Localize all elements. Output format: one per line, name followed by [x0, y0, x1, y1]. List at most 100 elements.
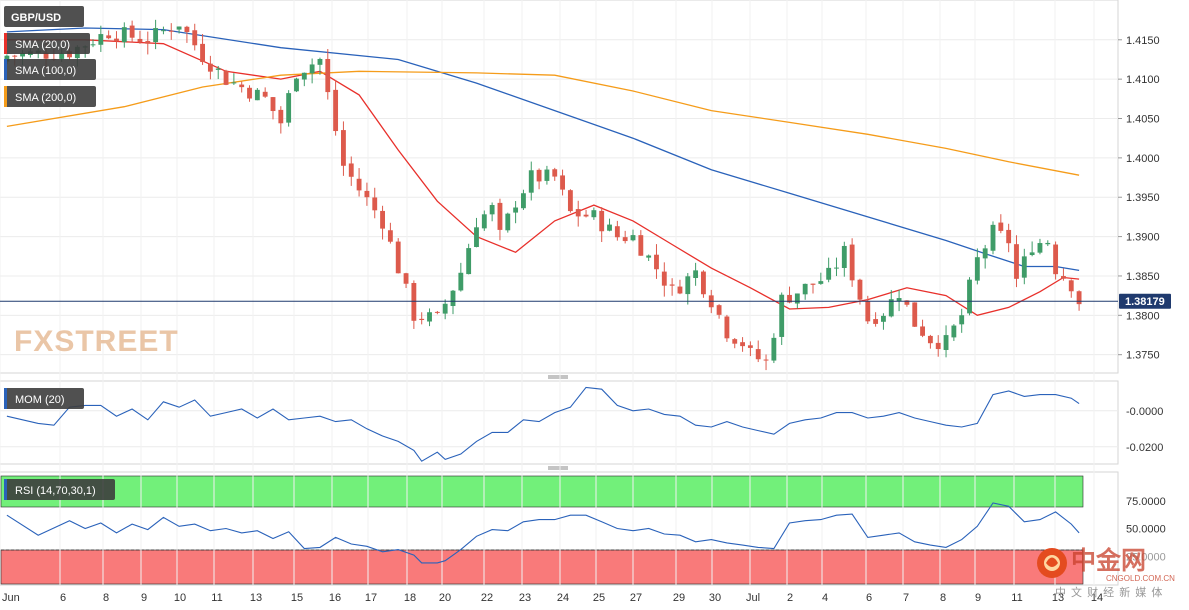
candle [207, 55, 213, 80]
rsi-tick-label: 50.0000 [1126, 524, 1166, 536]
candle [356, 168, 362, 197]
candle [176, 26, 182, 34]
candle [732, 337, 738, 349]
candle [998, 214, 1004, 234]
time-tick-label: 22 [481, 592, 493, 604]
sma200-label[interactable]: SMA (200,0) [4, 86, 96, 107]
candle [129, 20, 135, 43]
time-tick-label: 27 [630, 592, 642, 604]
candle [849, 238, 855, 287]
candle [411, 280, 417, 329]
cngold-logo: 中金网 CNGOLD.COM.CN 中 文 财 经 新 媒 体 [1037, 546, 1175, 599]
price-tick-label: 1.3950 [1126, 192, 1160, 204]
candle [497, 198, 503, 241]
candle [935, 335, 941, 357]
candle [763, 354, 769, 371]
sma100-label[interactable]: SMA (100,0) [4, 59, 96, 80]
sma20-text: SMA (20,0) [15, 39, 70, 51]
time-tick-label: 11 [211, 592, 222, 604]
time-tick-label: Jul [746, 592, 760, 604]
time-tick-label: 17 [365, 592, 377, 604]
candle [575, 200, 581, 227]
fxstreet-watermark: FXSTREET [14, 325, 179, 358]
candle [654, 244, 659, 279]
candle [458, 262, 464, 292]
panel-splitter[interactable] [548, 466, 568, 470]
candle [951, 324, 957, 341]
candle [223, 69, 229, 86]
candle [810, 283, 816, 294]
candle [536, 168, 542, 190]
time-tick-label: 2 [787, 592, 793, 604]
candle [614, 220, 620, 241]
time-axis: Jun 6 8 9 10 11 13 15 16 17 18 20 22 23 24 25 27 29 30 Jul 2… [2, 592, 1103, 604]
candle [184, 25, 190, 43]
last-price-label: 1.38179 [1125, 296, 1165, 308]
rsi-overbought-band [0, 475, 1084, 508]
price-panel-bg [0, 0, 1119, 374]
time-tick-label: 9 [141, 592, 147, 604]
candle [372, 187, 378, 219]
time-tick-label: 20 [439, 592, 451, 604]
candle [974, 248, 980, 285]
candle [677, 279, 683, 295]
candle [168, 23, 174, 40]
time-tick-label: 4 [822, 592, 828, 604]
rsi-axis: 75.0000 50.0000 25.0000 [1126, 496, 1166, 564]
candle [294, 77, 299, 93]
candle [661, 262, 667, 297]
candle [161, 26, 166, 35]
candle [865, 295, 871, 324]
time-tick-label: 11 [1011, 592, 1022, 604]
rsi-tick-label: 75.0000 [1126, 496, 1166, 508]
candle [669, 278, 675, 296]
candle [544, 165, 550, 185]
candle [771, 333, 777, 364]
candle [881, 313, 886, 330]
time-tick-label: 9 [975, 592, 981, 604]
price-tick-label: 1.3800 [1126, 310, 1160, 322]
time-tick-label: 13 [250, 592, 262, 604]
candle [834, 257, 839, 277]
rsi-oversold-band [0, 549, 1084, 585]
mom-label[interactable]: MOM (20) [4, 388, 84, 409]
time-tick-label: 7 [903, 592, 909, 604]
candle [1029, 241, 1035, 257]
candle [145, 31, 151, 55]
time-tick-label: 13 [1052, 592, 1064, 604]
panel-splitter[interactable] [548, 375, 568, 379]
time-tick-label: 16 [329, 592, 341, 604]
candle [301, 72, 307, 87]
time-tick-label: 23 [519, 592, 531, 604]
candle [1006, 223, 1012, 253]
candle [395, 238, 401, 274]
sma20-label[interactable]: SMA (20,0) [4, 33, 90, 54]
rsi-label[interactable]: RSI (14,70,30,1) [4, 479, 115, 500]
candle [1045, 240, 1051, 247]
time-tick-label: 15 [291, 592, 303, 604]
candle [599, 207, 605, 243]
candle [513, 201, 519, 224]
symbol-label[interactable]: GBP/USD [4, 6, 84, 27]
candle [967, 277, 972, 316]
candle [685, 273, 691, 305]
price-axis: 1.4150 1.4100 1.4050 1.4000 1.3950 1.3900 1.38… [1118, 35, 1160, 362]
time-tick-label: 10 [174, 592, 186, 604]
mom-tick-label: -0.0000 [1126, 406, 1163, 418]
candle [153, 19, 159, 50]
candle [841, 241, 847, 277]
candle [693, 262, 699, 286]
candle [1053, 241, 1059, 280]
price-tick-label: 1.3900 [1126, 232, 1160, 244]
candle [873, 312, 879, 327]
candle [262, 87, 268, 98]
candle [622, 230, 628, 244]
candle [724, 314, 730, 342]
candle [1076, 290, 1082, 311]
sma200-text: SMA (200,0) [15, 92, 76, 104]
candle [114, 31, 119, 49]
price-tick-label: 1.3850 [1126, 271, 1160, 283]
symbol-text: GBP/USD [11, 12, 61, 24]
candle [826, 257, 832, 283]
